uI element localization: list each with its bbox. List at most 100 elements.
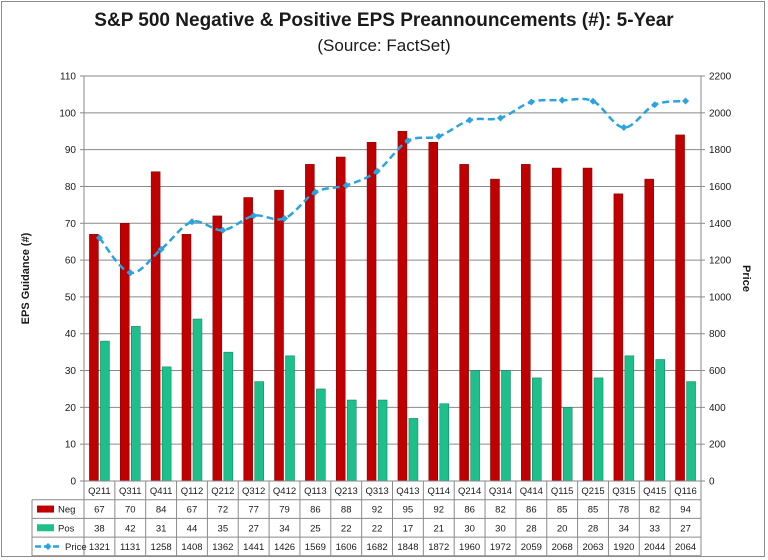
price-point [126,269,134,277]
table-value: 1441 [243,542,264,553]
y-tick-label: 100 [59,108,76,119]
neg-bar [89,234,99,482]
price-point [466,116,474,124]
category-label: Q212 [211,486,234,497]
table-value: 1682 [367,542,388,553]
table-value: 86 [310,505,321,516]
series-label: Pos [58,523,75,534]
table-value: 94 [680,505,691,516]
table-value: 30 [495,523,506,534]
y-tick-label: 30 [65,366,77,377]
neg-bar [274,189,284,482]
y2-tick-label: 600 [709,366,726,377]
price-point [404,137,412,145]
category-label: Q214 [458,486,481,497]
table-value: 67 [94,505,105,516]
table-value: 25 [310,523,321,534]
table-value: 1362 [212,542,233,553]
table-value: 2059 [521,542,542,553]
category-label: Q311 [119,486,142,497]
legend-swatch-neg [37,505,54,513]
y2-tick-label: 0 [709,477,715,488]
y-tick-label: 90 [65,145,77,156]
price-point [373,167,381,175]
table-value: 2068 [552,542,573,553]
pos-bar [624,355,635,482]
y2-tick-label: 2200 [709,72,732,83]
price-point [435,132,443,140]
category-label: Q412 [273,486,296,497]
table-value: 1426 [274,542,295,553]
y-tick-label: 10 [65,440,77,451]
price-point [342,181,350,189]
y2-axis-title: Price [740,265,752,292]
table-value: 78 [619,505,630,516]
category-label: Q312 [242,486,265,497]
price-point [651,101,659,109]
table-value: 67 [187,505,198,516]
price-point [558,96,566,104]
pos-bar [501,370,511,482]
category-label: Q113 [304,486,327,497]
neg-bar [305,164,315,482]
table-value: 2044 [644,542,665,553]
pos-bar [254,381,264,482]
pos-bar [470,370,480,482]
table-value: 27 [248,523,259,534]
y2-tick-label: 1800 [709,145,732,156]
pos-bar [100,340,110,482]
series-label: Price [65,542,87,553]
table-value: 88 [341,505,352,516]
table-value: 1321 [89,542,110,553]
table-value: 1960 [459,542,480,553]
price-point [496,114,504,122]
price-point [527,98,535,106]
pos-bar [408,418,419,482]
neg-bar [120,223,130,482]
pos-bar [192,318,203,482]
table-value: 1408 [181,542,202,553]
chart-subtitle: (Source: FactSet) [317,36,451,55]
table-value: 44 [187,523,198,534]
chart-title: S&P 500 Negative & Positive EPS Preannou… [94,10,674,31]
table-value: 22 [372,523,383,534]
neg-bar [551,167,562,482]
table-value: 17 [403,523,414,534]
y2-tick-label: 1200 [709,256,732,267]
price-point [682,97,690,105]
category-label: Q315 [612,486,635,497]
table-value: 1848 [397,542,418,553]
neg-bar [459,164,469,482]
price-point [589,97,597,105]
table-value: 28 [526,523,537,534]
table-value: 31 [156,523,167,534]
table-value: 27 [680,523,691,534]
pos-bar [346,399,357,482]
pos-bar [593,377,604,482]
price-point [219,226,227,234]
table-value: 22 [341,523,352,534]
category-label: Q115 [551,486,574,497]
pos-bar [655,359,665,482]
y-tick-label: 40 [65,329,77,340]
category-label: Q114 [428,486,451,497]
table-value: 35 [218,523,229,534]
category-label: Q313 [365,486,388,497]
table-value: 79 [279,505,290,516]
neg-bar [366,142,377,482]
neg-bar [490,178,500,482]
pos-bar [686,381,696,482]
table-value: 34 [619,523,630,534]
neg-bar [521,164,531,482]
neg-bar [243,197,253,482]
table-value: 85 [588,505,599,516]
table-value: 38 [94,523,105,534]
table-value: 33 [649,523,660,534]
price-point [157,245,165,253]
y-tick-label: 50 [65,292,77,303]
neg-bar [212,215,223,482]
table-value: 85 [557,505,568,516]
price-point [250,212,258,220]
y2-tick-label: 400 [709,403,726,414]
